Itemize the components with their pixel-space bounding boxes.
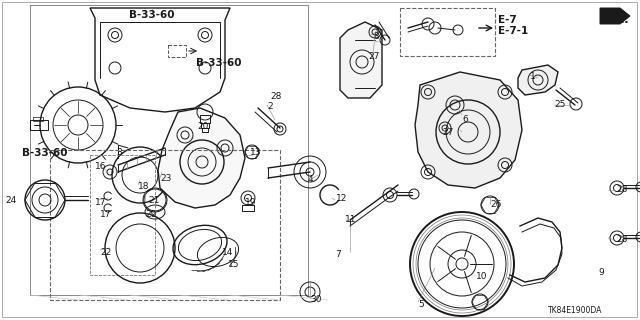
Text: 14: 14 (222, 248, 234, 257)
Text: FR.: FR. (608, 15, 628, 25)
Text: B-33-60: B-33-60 (196, 58, 241, 68)
Text: 28: 28 (616, 235, 627, 244)
Bar (50, 150, 280, 300)
Text: TK84E1900DA: TK84E1900DA (548, 306, 602, 315)
Bar (30, 120, 48, 130)
Text: 30: 30 (310, 295, 321, 304)
Text: 17: 17 (95, 198, 106, 207)
Bar (242, 205, 254, 211)
Text: 12: 12 (336, 194, 348, 203)
Text: 16: 16 (95, 162, 106, 171)
Text: 18: 18 (138, 182, 150, 191)
Text: 3: 3 (116, 148, 122, 157)
Text: 10: 10 (476, 272, 488, 281)
Text: 24: 24 (5, 196, 16, 205)
Text: 20: 20 (197, 122, 209, 131)
Text: 4: 4 (308, 175, 314, 184)
Text: 29: 29 (145, 210, 156, 219)
Text: 22: 22 (100, 248, 111, 257)
Bar (201, 123, 209, 128)
Text: 7: 7 (335, 250, 340, 259)
Text: 23: 23 (160, 174, 172, 183)
Text: 27: 27 (442, 128, 453, 137)
Bar (200, 115, 210, 123)
Text: 25: 25 (554, 100, 565, 109)
Bar (168, 45, 186, 57)
Text: 9: 9 (598, 268, 604, 277)
Text: B-33-60: B-33-60 (129, 10, 175, 20)
Text: E-7: E-7 (498, 15, 516, 25)
Text: 19: 19 (245, 198, 257, 207)
Text: 8: 8 (373, 32, 379, 41)
Text: 21: 21 (148, 196, 159, 205)
Polygon shape (518, 65, 558, 95)
Text: 6: 6 (462, 115, 468, 124)
Text: 27: 27 (368, 52, 380, 61)
Text: 28: 28 (270, 92, 282, 101)
Text: 1: 1 (530, 72, 536, 81)
Text: 17: 17 (100, 210, 111, 219)
Polygon shape (340, 22, 382, 98)
Bar (33, 117, 43, 121)
Bar (202, 128, 208, 132)
Text: 15: 15 (228, 260, 239, 269)
Bar (400, 8, 495, 56)
Polygon shape (415, 72, 522, 188)
Text: B-33-60: B-33-60 (22, 148, 67, 158)
Text: E-7-1: E-7-1 (498, 26, 528, 36)
Text: 13: 13 (250, 148, 262, 157)
Text: 5: 5 (418, 300, 424, 309)
Text: 26: 26 (490, 200, 501, 209)
Text: 28: 28 (616, 185, 627, 194)
Text: 11: 11 (345, 215, 356, 224)
Text: 2: 2 (267, 102, 273, 111)
Bar (90, 155, 155, 275)
Polygon shape (600, 8, 630, 24)
Polygon shape (158, 108, 245, 208)
